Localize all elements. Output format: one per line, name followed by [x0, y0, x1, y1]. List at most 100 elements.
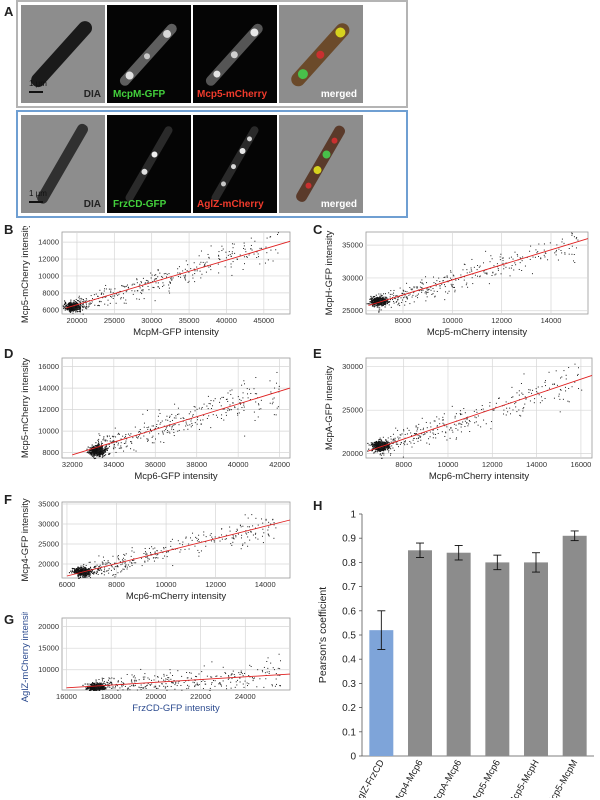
scatter-point: [396, 295, 398, 297]
scatter-point: [379, 438, 381, 441]
scatter-point: [121, 570, 123, 572]
scatter-point: [149, 432, 151, 434]
scatter-point: [212, 414, 214, 416]
bar: [562, 535, 587, 756]
scatter-point: [124, 562, 126, 564]
scatter-point: [227, 400, 229, 402]
scatter-point: [124, 685, 126, 687]
scatter-point: [245, 532, 247, 534]
scatter-point: [129, 434, 131, 436]
scatter-point: [429, 431, 431, 433]
scatter-point: [426, 432, 428, 434]
scatter-point: [92, 446, 94, 448]
scatter-point: [548, 371, 550, 373]
scatter-point: [161, 682, 163, 684]
scatter-point: [198, 428, 200, 430]
scatter-point: [171, 278, 173, 280]
scatter-point: [380, 457, 382, 459]
scatter-point: [94, 304, 96, 306]
scatter-point: [576, 374, 578, 376]
scatter-point: [397, 297, 399, 299]
scatter-point: [380, 448, 382, 451]
scatter-point: [194, 680, 196, 682]
scatter-point: [198, 673, 200, 675]
scatter-point: [68, 572, 71, 574]
scatter-point: [94, 572, 96, 574]
scatter-point: [64, 301, 66, 303]
scatter-point: [170, 278, 172, 280]
scatter-point: [236, 528, 238, 530]
scatter-point: [189, 672, 191, 674]
scatter-point: [87, 446, 89, 448]
scatter-point: [147, 440, 149, 442]
scatter-point: [568, 387, 570, 389]
scatter-point: [121, 684, 123, 686]
scatter-point: [540, 396, 542, 398]
scatter-point: [167, 677, 169, 679]
scatter-point: [426, 442, 428, 444]
scatter-point: [271, 403, 273, 405]
scatter-point: [372, 301, 374, 303]
scatter-point: [128, 687, 130, 689]
scatter-point: [522, 256, 524, 258]
scatter-point: [79, 308, 82, 310]
x-tick-label: 14000: [255, 580, 276, 589]
scatter-point: [273, 522, 275, 524]
scatter-point: [203, 665, 205, 667]
scatter-point: [147, 280, 149, 282]
scatter-point: [106, 682, 108, 684]
scatter-point: [141, 565, 143, 567]
scatter-point: [187, 428, 189, 430]
scatter-point: [500, 273, 502, 275]
scatter-point: [119, 687, 121, 689]
scatter-point: [102, 562, 104, 564]
scatter-point: [76, 310, 78, 312]
scatter-point: [403, 442, 405, 444]
scatter-point: [250, 248, 252, 250]
scatter-point: [197, 416, 199, 418]
scatter-point: [378, 310, 380, 312]
scatter-point: [374, 441, 377, 443]
scatter-point: [207, 395, 209, 397]
scatter-point: [387, 440, 389, 442]
scatter-point: [369, 301, 371, 303]
scatter-point: [428, 443, 430, 445]
scatter-point: [439, 285, 441, 287]
scatter-point: [85, 688, 87, 690]
scatter-point: [170, 277, 172, 279]
scatter-point: [102, 688, 104, 690]
scatter-point: [201, 273, 203, 275]
scatter-point: [198, 407, 200, 409]
scatter-point: [379, 299, 381, 301]
scatter-point: [377, 447, 379, 450]
scatter-point: [110, 288, 112, 290]
scatter-point: [102, 297, 104, 299]
scatter-point: [276, 683, 278, 685]
scatter-point: [512, 409, 514, 411]
scatter-point: [249, 526, 251, 528]
scatter-point: [83, 575, 85, 577]
scatter-point: [119, 447, 121, 449]
scatter-point: [508, 267, 510, 269]
scatter-point: [134, 426, 136, 428]
scatter-point: [422, 429, 424, 431]
scatter-point: [139, 283, 141, 285]
scatter-point: [79, 573, 81, 575]
scatter-point: [437, 432, 439, 434]
y-tick-label: 20000: [38, 560, 59, 569]
scatter-point: [243, 686, 245, 688]
scatter-point: [403, 429, 405, 431]
scatter-point: [382, 436, 384, 438]
scatter-point: [474, 422, 476, 424]
scatter-point: [104, 687, 106, 689]
scatter-point: [466, 272, 468, 274]
scatter-point: [108, 443, 110, 445]
channel-label: Mcp5-mCherry: [197, 89, 268, 100]
scatter-point: [93, 455, 95, 457]
scatter-point: [82, 574, 84, 576]
scatter-point: [113, 574, 115, 576]
scatter-point: [153, 557, 155, 559]
scatter-point: [80, 565, 82, 567]
scatter-point: [225, 414, 227, 416]
scatter-point: [165, 276, 167, 278]
